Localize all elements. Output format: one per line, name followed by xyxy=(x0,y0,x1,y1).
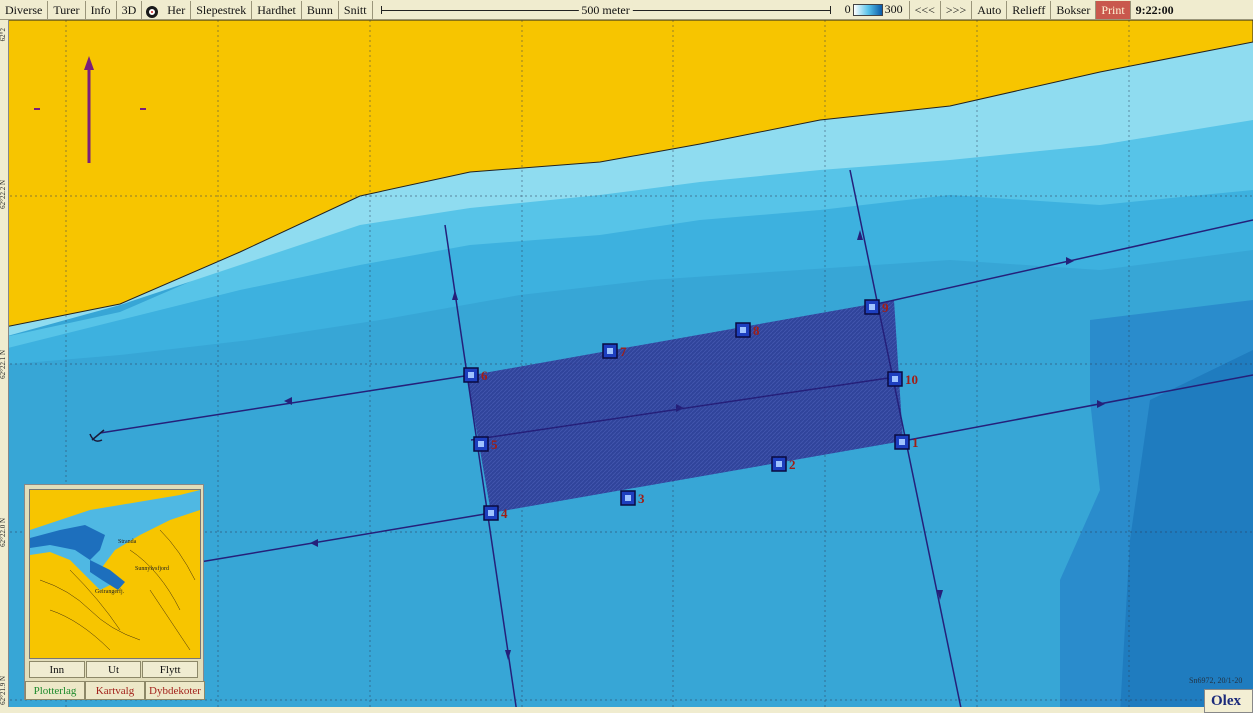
target-icon[interactable] xyxy=(146,5,159,18)
overview-map[interactable]: Stranda Sunnylvsfjord Geirangerfj. xyxy=(29,489,201,659)
diverse-button[interactable]: Diverse xyxy=(0,0,49,19)
land xyxy=(0,20,1253,329)
direction-arrows xyxy=(284,230,1105,660)
scale-label: 500 meter xyxy=(578,0,633,19)
waypoint-marker[interactable]: 5 xyxy=(473,436,498,452)
back-button[interactable]: <<< xyxy=(908,0,941,19)
overview-panel: Stranda Sunnylvsfjord Geirangerfj. Inn U… xyxy=(24,484,205,700)
waypoint-label: 8 xyxy=(753,323,760,338)
waypoint-marker[interactable]: 7 xyxy=(602,343,627,359)
nearshore-band xyxy=(0,42,1253,338)
bunn-button[interactable]: Bunn xyxy=(302,0,339,19)
waypoint-label: 1 xyxy=(912,435,919,450)
move-button[interactable]: Flytt xyxy=(142,661,199,678)
waypoint-marker[interactable]: 9 xyxy=(864,299,889,315)
chart-map[interactable]: 1 2 3 4 5 6 7 8 9 10 xyxy=(0,20,1253,713)
tab-dybdekoter[interactable]: Dybdekoter xyxy=(145,681,205,700)
waypoint-label: 4 xyxy=(501,506,508,521)
auto-button[interactable]: Auto xyxy=(972,0,1008,19)
brand-logo: Olex xyxy=(1204,689,1253,713)
overview-label: Stranda xyxy=(118,539,137,545)
waypoint-marker[interactable]: 8 xyxy=(735,322,760,338)
overview-map-graphic: Stranda Sunnylvsfjord Geirangerfj. xyxy=(30,490,200,658)
lat-label: 62°22.2 N xyxy=(0,180,7,209)
tab-plotterlag[interactable]: Plotterlag xyxy=(25,681,85,700)
waypoint-marker[interactable]: 4 xyxy=(483,505,508,521)
waypoint-marker[interactable]: 1 xyxy=(894,434,919,450)
lat-label: 62°22.1 N xyxy=(0,350,7,379)
print-button[interactable]: Print xyxy=(1096,0,1131,19)
waypoint-label: 9 xyxy=(882,300,889,315)
zoom-out-button[interactable]: Ut xyxy=(85,661,142,678)
north-arrow-icon xyxy=(34,56,146,163)
slepestrek-button[interactable]: Slepestrek xyxy=(191,0,253,19)
bokser-button[interactable]: Bokser xyxy=(1051,0,1097,19)
lat-label: 62°22.0 N xyxy=(0,518,7,547)
depth-legend: 0 300 xyxy=(839,2,909,17)
waypoint-marker[interactable]: 6 xyxy=(463,367,488,383)
overview-label: Geirangerfj. xyxy=(95,588,125,595)
chart-info: Sn6972, 20/1-20 xyxy=(1189,676,1243,685)
3d-button[interactable]: 3D xyxy=(117,0,143,19)
waypoint-label: 10 xyxy=(905,372,918,387)
longitude-ruler xyxy=(0,707,1253,713)
waypoint-marker[interactable]: 10 xyxy=(887,371,918,387)
waypoint-marker[interactable]: 2 xyxy=(771,456,796,472)
deeper-area xyxy=(1120,350,1253,713)
top-toolbar: Diverse Turer Info 3D Her Slepestrek Har… xyxy=(0,0,1253,20)
waypoint-label: 6 xyxy=(481,368,488,383)
waypoint-marker[interactable]: 3 xyxy=(620,490,645,506)
clock: 9:22:00 xyxy=(1135,2,1174,17)
hardhet-button[interactable]: Hardhet xyxy=(252,0,302,19)
waypoint-label: 2 xyxy=(789,457,796,472)
tab-kartvalg[interactable]: Kartvalg xyxy=(85,681,145,700)
info-button[interactable]: Info xyxy=(86,0,117,19)
depth-min: 0 xyxy=(844,2,851,16)
snitt-button[interactable]: Snitt xyxy=(339,0,373,19)
lat-label: 62°21.9 N xyxy=(0,676,7,705)
zoom-in-button[interactable]: Inn xyxy=(29,661,85,678)
turer-button[interactable]: Turer xyxy=(48,0,86,19)
depth-color-bar xyxy=(852,3,883,16)
lat-label: 62°2 xyxy=(0,28,7,42)
waypoint-label: 3 xyxy=(638,491,645,506)
overview-label: Sunnylvsfjord xyxy=(135,565,169,572)
survey-area[interactable] xyxy=(467,300,903,513)
forward-button[interactable]: >>> xyxy=(941,0,973,19)
latitude-ruler: 62°2 62°22.2 N 62°22.1 N 62°22.0 N 62°21… xyxy=(0,20,9,713)
waypoint-label: 7 xyxy=(620,344,627,359)
anchor-icon xyxy=(89,429,105,442)
her-button[interactable]: Her xyxy=(162,0,192,19)
relieff-button[interactable]: Relieff xyxy=(1007,0,1052,19)
waypoints: 1 2 3 4 5 6 7 8 9 10 xyxy=(463,299,919,521)
depth-max: 300 xyxy=(884,2,903,16)
waypoint-label: 5 xyxy=(491,437,498,452)
scale-bar: 500 meter xyxy=(380,0,831,19)
